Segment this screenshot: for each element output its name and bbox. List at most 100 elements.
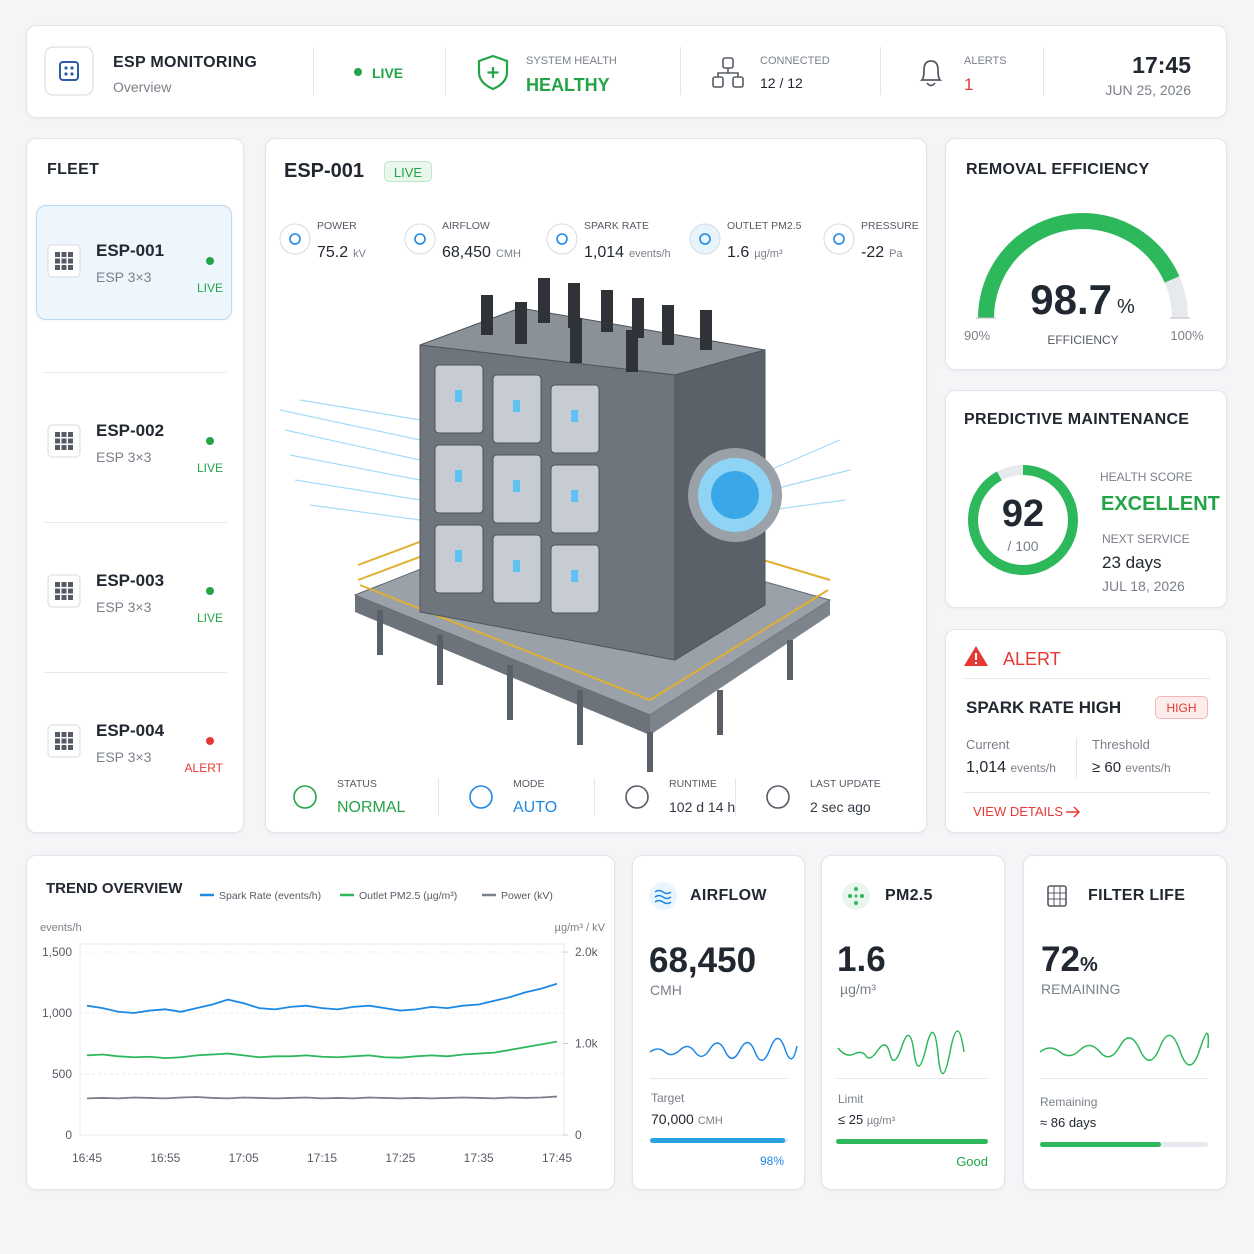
label: Current [966, 737, 1010, 752]
card-title: FILTER LIFE [1088, 887, 1186, 904]
unit-type: ESP 3×3 [96, 599, 152, 615]
footer-value: 102 d 14 h [669, 799, 736, 815]
divider [445, 47, 446, 95]
alert-heading: ALERT [1003, 649, 1061, 669]
value: 68,450 [649, 941, 757, 980]
limit-bar [836, 1139, 988, 1144]
footer-label: STATUS [337, 778, 377, 790]
label: HEALTH SCORE [1100, 470, 1193, 484]
unit-name[interactable]: ESP-002 [96, 421, 165, 440]
card-title: PM2.5 [885, 887, 933, 904]
label: ALERTS [964, 55, 1007, 67]
score-scale: / 100 [1007, 538, 1039, 554]
unit-type: ESP 3×3 [96, 449, 152, 465]
value: 75.2 [317, 244, 349, 261]
value: 1.6 [837, 940, 886, 979]
unit-name[interactable]: ESP-003 [96, 571, 165, 590]
header [26, 25, 1227, 118]
metric-label: PRESSURE [861, 220, 919, 232]
divider [880, 47, 881, 95]
label: REMAINING [1041, 981, 1121, 997]
remaining: ≈ 86 days [1040, 1115, 1097, 1130]
live-badge: LIVE [384, 161, 432, 182]
unit-type: ESP 3×3 [96, 749, 152, 765]
clock: 17:45 [1132, 52, 1191, 78]
unit-status: LIVE [196, 281, 223, 295]
value: ≤ 25 [838, 1112, 864, 1127]
divider [963, 678, 1210, 679]
value: -22 [861, 244, 885, 261]
value: 70,000 [651, 1111, 694, 1127]
value: ≥ 60 events/h [1092, 760, 1171, 775]
metric-label: AIRFLOW [442, 220, 490, 232]
label: Limit [838, 1092, 864, 1106]
unit-name[interactable]: ESP-001 [96, 241, 165, 260]
app-subtitle: Overview [113, 79, 172, 95]
label: NEXT SERVICE [1102, 532, 1190, 546]
unit: µg/m³ [754, 248, 783, 260]
divider [1043, 47, 1044, 95]
unit-name[interactable]: ESP-004 [96, 721, 165, 740]
divider [735, 778, 736, 816]
live-status: LIVE [372, 65, 404, 81]
card-title: AIRFLOW [690, 887, 767, 904]
footer-value: NORMAL [337, 799, 406, 816]
current: 1,014 [966, 759, 1007, 776]
unit-panel [265, 138, 927, 833]
divider [313, 47, 314, 95]
metric-value: 68,450 CMH [442, 245, 521, 261]
selected-unit[interactable] [36, 205, 232, 320]
divider [1040, 1078, 1208, 1079]
service-in: 23 days [1102, 553, 1162, 572]
label: Remaining [1040, 1095, 1098, 1109]
severity-badge: HIGH [1155, 696, 1208, 719]
limit: ≤ 25 µg/m³ [838, 1113, 895, 1127]
unit-status: ALERT [184, 761, 223, 775]
unit: kV [353, 248, 366, 260]
card-title: PREDICTIVE MAINTENANCE [964, 411, 1190, 428]
metric-label: OUTLET PM2.5 [727, 220, 802, 232]
unit: CMH [495, 248, 521, 260]
divider [1076, 738, 1077, 778]
value: HEALTHY [526, 75, 610, 95]
unit: % [1079, 954, 1098, 976]
view-details[interactable]: VIEW DETAILS [973, 804, 1064, 819]
value: 1,014 events/h [966, 760, 1056, 776]
unit-status: LIVE [196, 611, 223, 625]
footer-label: LAST UPDATE [810, 778, 881, 790]
airflow-card [632, 855, 805, 1190]
score: 92 [1001, 493, 1045, 535]
alert-card [945, 629, 1227, 833]
label: Target [651, 1091, 685, 1105]
target: 70,000 CMH [651, 1112, 723, 1127]
footer-value: 2 sec ago [810, 799, 871, 815]
unit: CMH [650, 982, 682, 998]
divider [680, 47, 681, 95]
unit: events/h [1125, 761, 1171, 775]
value: 12 / 12 [760, 75, 803, 91]
metric-value: 1,014 events/h [584, 245, 671, 261]
unit: µg/m³ [866, 1115, 896, 1127]
metric-value: 75.2 kV [317, 245, 366, 261]
card-title: REMOVAL EFFICIENCY [966, 161, 1150, 178]
unit: events/h [1010, 761, 1056, 775]
metric-value: -22 Pa [861, 245, 903, 261]
filter-card [1023, 855, 1227, 1190]
unit: events/h [629, 248, 671, 260]
health: EXCELLENT [1101, 493, 1220, 515]
pm25-card [821, 855, 1005, 1190]
label: Threshold [1092, 737, 1150, 752]
divider [594, 778, 595, 816]
footer-label: MODE [513, 778, 545, 790]
value: 72% [1041, 942, 1098, 977]
value: 1.6 [727, 244, 750, 261]
unit-type: ESP 3×3 [96, 269, 152, 285]
divider [963, 792, 1210, 793]
progress-label: 98% [759, 1154, 784, 1168]
unit-name: ESP-001 [284, 160, 365, 182]
label: SYSTEM HEALTH [526, 55, 617, 67]
label: CONNECTED [760, 55, 830, 67]
value: 1,014 [584, 244, 625, 261]
metric-label: POWER [317, 220, 357, 232]
